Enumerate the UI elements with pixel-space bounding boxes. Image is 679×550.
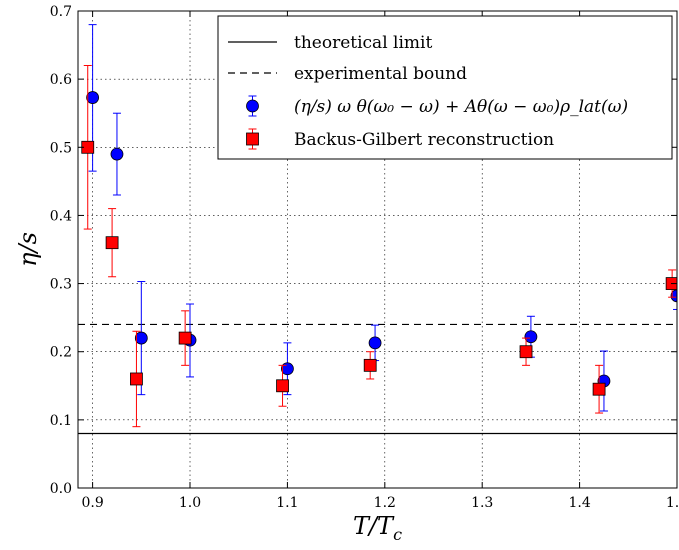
legend-label-red: Backus-Gilbert reconstruction	[294, 130, 554, 150]
square-marker	[519, 345, 533, 359]
x-tick-label: 0.9	[81, 495, 103, 511]
axis-ticks: 0.9 1.0 1.1 1.2 1.3 1.4 1.5 0.0 0.1 0.2 0.3 0.4 0.5 0…	[50, 4, 679, 511]
blue-data-point	[524, 315, 538, 358]
legend-label-experimental: experimental bound	[294, 64, 467, 84]
x-tick-label: 1.4	[568, 495, 590, 511]
red-data-point	[130, 330, 143, 428]
circle-marker	[134, 331, 148, 345]
legend-box	[217, 15, 673, 160]
y-tick-label: 0.1	[50, 413, 72, 429]
circle-marker	[110, 147, 124, 161]
legend-label-blue: (η/s) ω θ(ω₀ − ω) + Aθ(ω − ω₀)ρ_lat(ω)	[294, 97, 628, 117]
circle-marker	[281, 362, 294, 376]
square-marker	[276, 379, 289, 393]
square-marker	[363, 358, 377, 372]
y-tick-label: 0.0	[50, 481, 72, 497]
y-tick-label: 0.2	[50, 345, 72, 361]
x-axis-label: T/Tc	[353, 512, 402, 544]
red-data-point	[81, 65, 95, 230]
square-marker	[592, 382, 606, 396]
square-marker	[105, 236, 119, 250]
y-tick-label: 0.5	[50, 140, 72, 156]
blue-data-point	[110, 112, 124, 196]
red-data-point	[276, 364, 289, 407]
square-marker	[130, 372, 143, 386]
red-data-point	[592, 364, 606, 414]
legend-swatch-square	[246, 132, 259, 146]
red-data-point	[519, 337, 533, 366]
y-tick-label: 0.4	[50, 208, 72, 224]
red-data-point	[363, 351, 377, 380]
y-axis-label: η/s	[14, 232, 42, 267]
blue-data-point	[597, 350, 611, 412]
x-tick-label: 1.3	[471, 495, 493, 511]
circle-marker	[524, 330, 538, 344]
x-tick-label: 1.0	[179, 495, 201, 511]
red-data-point	[105, 208, 119, 278]
x-tick-label: 1.2	[374, 495, 396, 511]
circle-marker	[86, 91, 100, 104]
plot-frame	[77, 10, 678, 489]
y-tick-label: 0.6	[50, 72, 72, 88]
circle-marker	[368, 336, 382, 350]
y-tick-label: 0.7	[50, 4, 72, 20]
blue-data-point	[368, 324, 382, 362]
reference-lines	[78, 323, 677, 435]
legend: theoretical limit experimental bound (η/s)…	[217, 15, 673, 160]
square-marker	[178, 331, 192, 345]
red-data-point	[178, 310, 192, 366]
legend-label-theoretical: theoretical limit	[294, 33, 432, 53]
x-tick-label: 1.5	[666, 495, 679, 511]
legend-swatch-circle	[246, 99, 259, 113]
x-tick-label: 1.1	[276, 495, 298, 511]
y-tick-label: 0.3	[50, 277, 72, 293]
